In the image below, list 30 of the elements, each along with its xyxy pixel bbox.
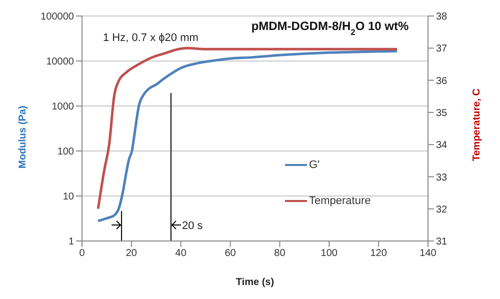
- y2-tick-label: 37: [436, 44, 448, 55]
- y-tick-label: 1: [68, 236, 74, 248]
- x-tick-label: 80: [274, 248, 286, 260]
- y-axis-title: Modulus (Pa): [18, 106, 29, 168]
- x-tick-label: 140: [420, 248, 437, 260]
- annotation: 1 Hz, 0.7 x ϕ20 mm: [103, 32, 198, 44]
- y-tick-label: 10000: [46, 56, 74, 68]
- y2-tick-label: 32: [436, 204, 448, 216]
- y2-tick-label: 38: [436, 12, 448, 23]
- y2-tick-label: 36: [436, 76, 448, 87]
- y2-tick-label: 33: [436, 172, 448, 184]
- y-tick-label: 10: [62, 192, 74, 203]
- legend-label: Temperature: [309, 195, 371, 207]
- y-tick-label: 100: [57, 146, 74, 158]
- x-tick-label: 120: [370, 248, 388, 260]
- x-tick-label: 100: [320, 248, 338, 260]
- y2-axis-title: Temperature, C: [472, 88, 483, 162]
- y2-tick-label: 31: [436, 236, 448, 248]
- legend-label: G': [309, 159, 320, 171]
- x-tick-label: 60: [224, 248, 236, 260]
- chart-title: pMDM-DGDM-8/H$_{2}$O 10 wt%: [251, 19, 409, 37]
- y2-tick-label: 35: [436, 108, 448, 119]
- y-tick-label: 100000: [40, 12, 74, 23]
- x-tick-label: 40: [175, 248, 187, 260]
- x-tick-label: 0: [79, 248, 86, 260]
- x-tick-label: 20: [126, 248, 138, 260]
- ref-line-label: 20 s: [182, 220, 204, 232]
- x-axis-title: Time (s): [236, 277, 274, 288]
- y2-tick-label: 34: [436, 140, 448, 152]
- y-tick-label: 1000: [52, 102, 74, 113]
